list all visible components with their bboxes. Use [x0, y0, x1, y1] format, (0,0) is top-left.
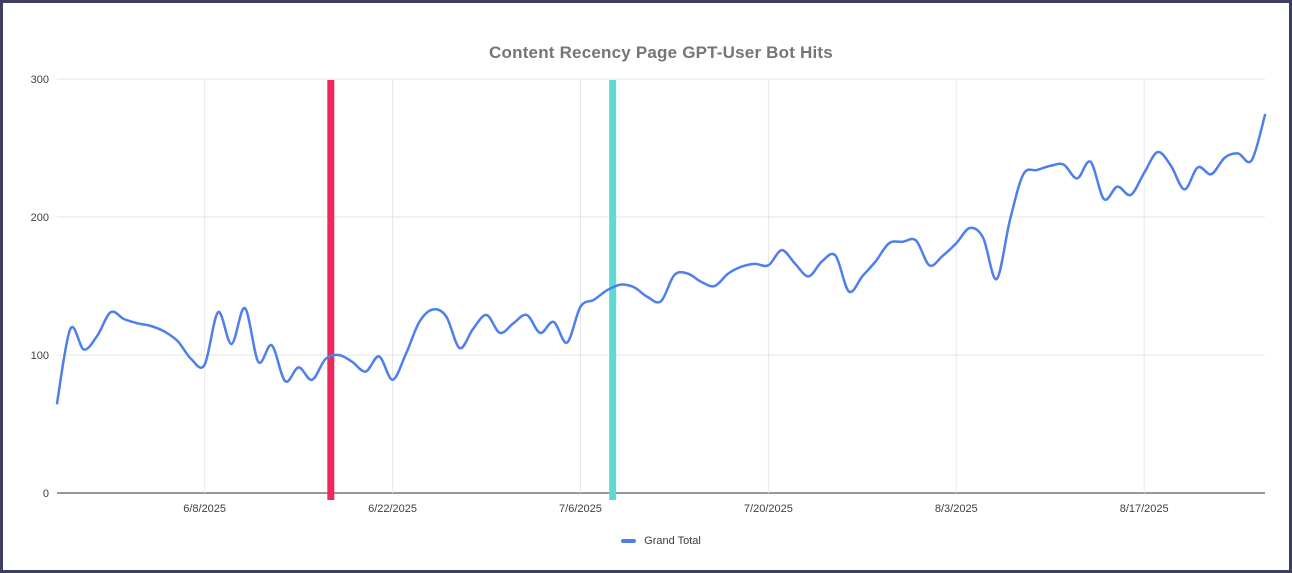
x-tick-label: 7/6/2025	[559, 503, 602, 515]
chart-plot-area[interactable]: 0 100 200 300 6/8/2025 6/22/2025 7/6/2025 7/20/…	[3, 3, 1292, 573]
legend-label-grand-total: Grand Total	[644, 535, 701, 547]
x-tick-label: 8/3/2025	[935, 503, 978, 515]
legend-swatch-grand-total	[621, 539, 637, 543]
series-line-grand-total[interactable]	[55, 113, 1267, 405]
y-tick-label: 200	[31, 212, 49, 224]
x-tick-label: 8/17/2025	[1120, 503, 1169, 515]
x-tick-label: 7/20/2025	[744, 503, 793, 515]
y-tick-label: 300	[31, 74, 49, 86]
x-tick-label: 6/8/2025	[183, 503, 226, 515]
legend: Grand Total	[57, 534, 1265, 548]
y-tick-label: 0	[43, 488, 49, 500]
x-tick-label: 6/22/2025	[368, 503, 417, 515]
chart-title: Content Recency Page GPT-User Bot Hits	[489, 43, 833, 62]
y-tick-label: 100	[31, 350, 49, 362]
